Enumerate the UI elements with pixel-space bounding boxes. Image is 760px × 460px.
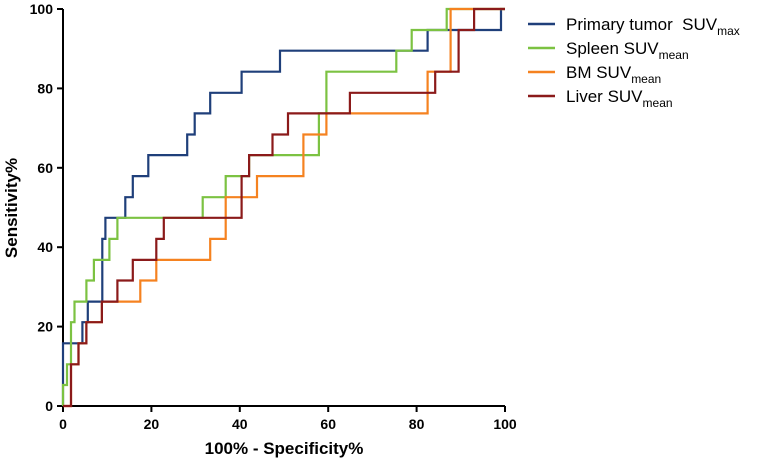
y-tick-label: 60 — [37, 160, 53, 176]
legend-label: Spleen SUVmean — [566, 39, 689, 62]
y-axis-title: Sensitivity% — [2, 158, 21, 258]
y-tick-label: 20 — [37, 319, 53, 335]
x-ticks: 0 20 40 60 80 100 — [59, 406, 517, 432]
series-line-3 — [63, 7, 505, 408]
x-tick-label: 60 — [320, 416, 336, 432]
legend-label: Liver SUVmean — [566, 87, 673, 110]
legend-item: Spleen SUVmean — [528, 39, 689, 62]
legend-label-subscript: mean — [631, 72, 661, 86]
series-line-0 — [61, 7, 505, 406]
axes — [62, 9, 505, 407]
x-tick-label: 0 — [59, 416, 67, 432]
y-ticks: 0 20 40 60 80 100 — [30, 1, 63, 414]
legend-item: Primary tumor SUVmax — [528, 15, 740, 38]
x-tick-label: 80 — [409, 416, 425, 432]
legend-label-subscript: mean — [643, 96, 673, 110]
y-tick-label: 100 — [30, 1, 54, 17]
series-line-2 — [63, 7, 505, 408]
legend-label-main: Spleen SUV — [566, 39, 659, 58]
legend-label-main: BM SUV — [566, 63, 632, 82]
legend-label-subscript: mean — [659, 48, 689, 62]
y-tick-label: 0 — [45, 398, 53, 414]
x-tick-label: 40 — [232, 416, 248, 432]
series-line-1 — [61, 7, 505, 406]
x-tick-label: 20 — [144, 416, 160, 432]
legend-item: Liver SUVmean — [528, 87, 673, 110]
legend-label-main: Liver SUV — [566, 87, 643, 106]
legend-label-subscript: max — [717, 24, 740, 38]
plot-lines — [61, 7, 505, 408]
x-tick-label: 100 — [493, 416, 517, 432]
x-axis-title: 100% - Specificity% — [205, 439, 364, 458]
legend-item: BM SUVmean — [528, 63, 661, 86]
y-tick-label: 80 — [37, 80, 53, 96]
y-tick-label: 40 — [37, 239, 53, 255]
legend-label: Primary tumor SUVmax — [566, 15, 740, 38]
legend-label-main: Primary tumor SUV — [566, 15, 718, 34]
legend-label: BM SUVmean — [566, 63, 661, 86]
